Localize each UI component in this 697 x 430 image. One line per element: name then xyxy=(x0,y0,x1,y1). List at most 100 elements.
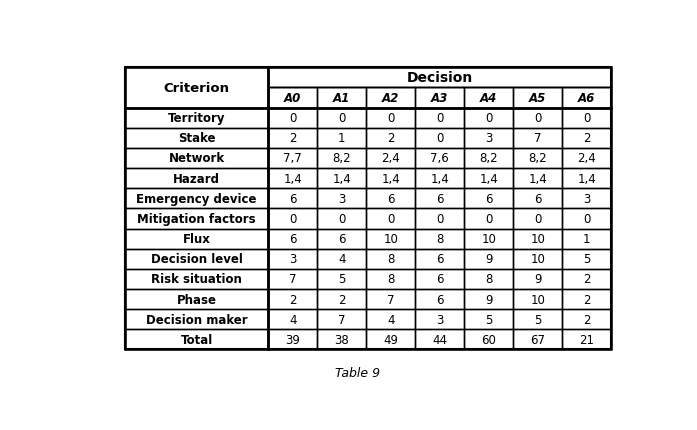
Bar xyxy=(317,229,367,249)
Text: Total: Total xyxy=(181,333,213,346)
Bar xyxy=(415,229,464,249)
Text: 1: 1 xyxy=(583,233,590,246)
Bar xyxy=(562,329,611,350)
Text: Decision: Decision xyxy=(406,71,473,85)
Bar xyxy=(317,149,367,169)
Text: Risk situation: Risk situation xyxy=(151,273,242,286)
Bar xyxy=(125,310,268,329)
Bar xyxy=(464,289,513,310)
Bar xyxy=(125,249,268,269)
Text: 0: 0 xyxy=(436,132,443,145)
Bar xyxy=(562,169,611,189)
Text: 5: 5 xyxy=(534,313,542,326)
Text: 9: 9 xyxy=(485,293,493,306)
Bar xyxy=(367,289,415,310)
Bar xyxy=(415,209,464,229)
Text: 6: 6 xyxy=(436,253,443,266)
Bar xyxy=(268,129,317,148)
Text: 0: 0 xyxy=(387,212,395,225)
Text: 0: 0 xyxy=(534,112,542,125)
Bar xyxy=(125,68,268,108)
Bar xyxy=(513,169,562,189)
Bar xyxy=(367,269,415,289)
Bar xyxy=(464,329,513,350)
Bar xyxy=(268,209,317,229)
Text: A1: A1 xyxy=(333,92,351,105)
Bar xyxy=(513,249,562,269)
Bar xyxy=(268,68,611,88)
Bar xyxy=(317,209,367,229)
Text: 1: 1 xyxy=(338,132,346,145)
Text: 49: 49 xyxy=(383,333,398,346)
Text: 9: 9 xyxy=(534,273,542,286)
Text: 8,2: 8,2 xyxy=(528,152,547,165)
Bar xyxy=(367,249,415,269)
Text: 6: 6 xyxy=(289,192,297,205)
Bar xyxy=(317,310,367,329)
Bar xyxy=(513,329,562,350)
Text: 8: 8 xyxy=(436,233,443,246)
Text: 4: 4 xyxy=(338,253,346,266)
Text: 6: 6 xyxy=(485,192,493,205)
Bar xyxy=(125,68,611,350)
Bar xyxy=(268,289,317,310)
Bar xyxy=(415,249,464,269)
Text: 2: 2 xyxy=(583,132,590,145)
Text: 10: 10 xyxy=(481,233,496,246)
Bar xyxy=(562,229,611,249)
Bar xyxy=(415,129,464,148)
Text: 0: 0 xyxy=(583,112,590,125)
Bar xyxy=(513,289,562,310)
Bar xyxy=(125,108,268,129)
Bar xyxy=(125,169,268,189)
Bar xyxy=(562,310,611,329)
Bar xyxy=(513,149,562,169)
Text: A6: A6 xyxy=(578,92,595,105)
Text: 4: 4 xyxy=(289,313,297,326)
Text: 6: 6 xyxy=(436,273,443,286)
Text: 7: 7 xyxy=(289,273,297,286)
Bar xyxy=(125,189,268,209)
Bar xyxy=(464,169,513,189)
Bar xyxy=(268,229,317,249)
Bar xyxy=(125,229,268,249)
Bar xyxy=(513,129,562,148)
Text: 7: 7 xyxy=(387,293,395,306)
Bar xyxy=(367,108,415,129)
Text: 10: 10 xyxy=(530,253,545,266)
Text: A4: A4 xyxy=(480,92,498,105)
Bar xyxy=(367,229,415,249)
Bar xyxy=(464,269,513,289)
Text: 0: 0 xyxy=(289,212,296,225)
Bar xyxy=(317,129,367,148)
Bar xyxy=(268,169,317,189)
Text: Network: Network xyxy=(169,152,224,165)
Bar xyxy=(562,269,611,289)
Text: Decision maker: Decision maker xyxy=(146,313,247,326)
Bar xyxy=(464,209,513,229)
Bar xyxy=(562,108,611,129)
Bar xyxy=(367,189,415,209)
Bar xyxy=(268,329,317,350)
Bar xyxy=(125,149,268,169)
Bar xyxy=(562,209,611,229)
Text: 0: 0 xyxy=(338,112,346,125)
Text: 0: 0 xyxy=(485,112,492,125)
Text: 1,4: 1,4 xyxy=(577,172,596,185)
Text: 6: 6 xyxy=(436,192,443,205)
Text: Flux: Flux xyxy=(183,233,210,246)
Bar xyxy=(415,88,464,108)
Text: A2: A2 xyxy=(382,92,399,105)
Bar xyxy=(125,68,611,350)
Text: 0: 0 xyxy=(289,112,296,125)
Text: Hazard: Hazard xyxy=(173,172,220,185)
Bar xyxy=(464,108,513,129)
Text: 1,4: 1,4 xyxy=(284,172,302,185)
Bar xyxy=(317,169,367,189)
Text: 7,7: 7,7 xyxy=(284,152,302,165)
Text: 8: 8 xyxy=(387,273,395,286)
Text: 2: 2 xyxy=(583,273,590,286)
Bar xyxy=(415,289,464,310)
Text: 10: 10 xyxy=(530,293,545,306)
Text: 21: 21 xyxy=(579,333,594,346)
